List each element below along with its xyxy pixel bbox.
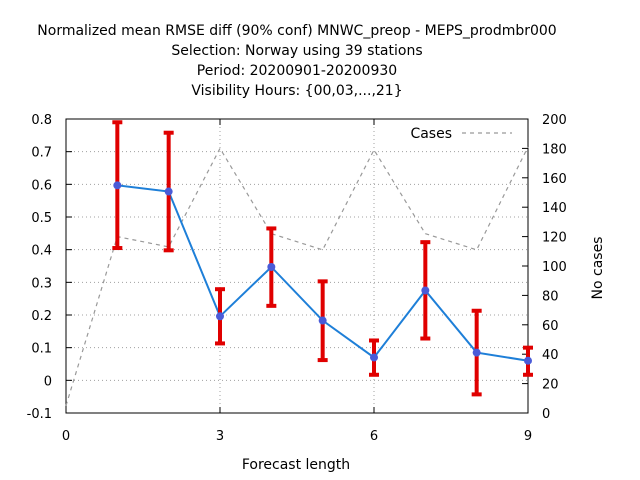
rmse-point — [216, 312, 224, 321]
right-axis-label: No cases — [590, 237, 606, 300]
y-right-tick-label: 160 — [542, 172, 567, 187]
grid — [66, 119, 528, 413]
y-right-tick-label: 200 — [542, 113, 567, 128]
y-left-tick-label: 0 — [44, 374, 52, 389]
y-left-tick-label: 0.2 — [31, 309, 52, 324]
y-left-tick-label: -0.1 — [27, 407, 52, 422]
y-right-tick-label: 0 — [542, 407, 550, 422]
y-left-tick-label: 0.8 — [31, 113, 52, 128]
x-tick-label: 3 — [216, 429, 224, 444]
title-line-1: Normalized mean RMSE diff (90% conf) MNW… — [37, 23, 556, 39]
y-left-tick-label: 0.1 — [31, 342, 52, 357]
cases-series-line — [65, 146, 529, 406]
axis-ticks: 0 3 6 9 -0.1 0 0.1 0.2 0.3 0.4 0.5 0.6 0.7 0.8 0 20 40 60… — [27, 113, 567, 444]
series-layer — [65, 120, 533, 406]
legend-label-cases: Cases — [410, 126, 452, 142]
chart-title: Normalized mean RMSE diff (90% conf) MNW… — [37, 23, 556, 99]
rmse-point — [164, 187, 173, 196]
legend: Cases — [410, 126, 512, 142]
plot-frame — [65, 118, 529, 414]
y-right-tick-label: 140 — [542, 201, 567, 216]
rmse-point — [267, 262, 276, 271]
y-left-tick-label: 0.5 — [31, 211, 52, 226]
y-left-tick-label: 0.4 — [31, 244, 52, 259]
y-right-tick-label: 60 — [542, 319, 559, 334]
rmse-point — [318, 316, 327, 325]
rmse-point — [370, 353, 378, 362]
title-line-2: Selection: Norway using 39 stations — [171, 43, 422, 59]
y-right-tick-label: 80 — [542, 289, 559, 304]
title-line-3: Period: 20200901-20200930 — [197, 63, 397, 79]
y-left-tick-label: 0.6 — [31, 178, 52, 193]
x-tick-label: 9 — [524, 429, 532, 444]
title-line-4: Visibility Hours: {00,03,...,21} — [191, 83, 402, 99]
y-right-tick-label: 100 — [542, 260, 567, 275]
x-tick-label: 6 — [370, 429, 378, 444]
x-tick-label: 0 — [62, 429, 70, 444]
rmse-point — [421, 286, 430, 295]
y-right-tick-label: 40 — [542, 348, 559, 363]
rmse-point — [472, 348, 481, 357]
y-right-tick-label: 20 — [542, 378, 559, 393]
y-right-tick-label: 120 — [542, 231, 567, 246]
y-left-tick-label: 0.3 — [31, 276, 52, 291]
rmse-point — [524, 356, 532, 365]
y-right-tick-label: 180 — [542, 142, 567, 157]
x-axis-label: Forecast length — [242, 457, 350, 473]
rmse-point — [113, 181, 122, 190]
y-left-tick-label: 0.7 — [31, 146, 52, 161]
